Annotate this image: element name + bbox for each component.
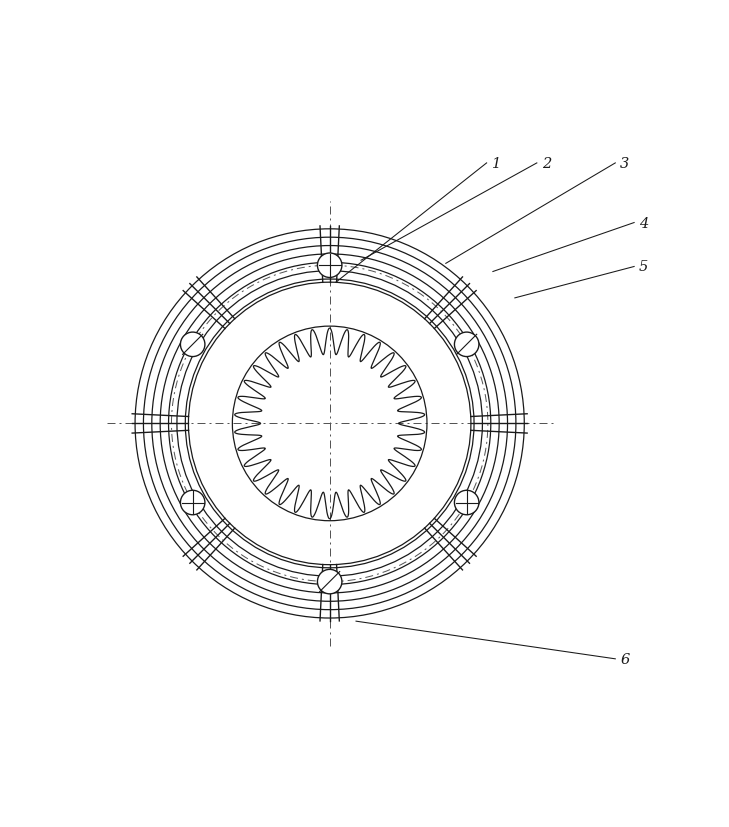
Circle shape — [317, 570, 342, 594]
Circle shape — [181, 332, 205, 357]
Text: 2: 2 — [542, 156, 551, 170]
Circle shape — [181, 490, 205, 515]
Text: 1: 1 — [491, 156, 501, 170]
Text: 5: 5 — [639, 261, 648, 274]
Text: 3: 3 — [620, 156, 630, 170]
Text: 4: 4 — [639, 217, 648, 230]
Circle shape — [454, 332, 479, 357]
Circle shape — [317, 254, 342, 278]
Circle shape — [454, 490, 479, 515]
Text: 6: 6 — [620, 652, 630, 666]
